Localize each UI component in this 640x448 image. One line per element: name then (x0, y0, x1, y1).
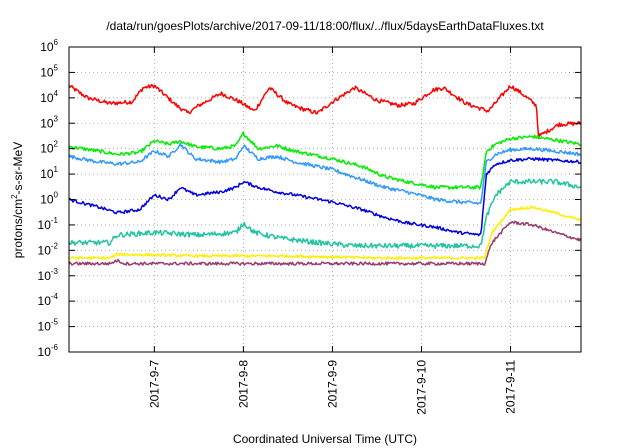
y-tick-label: 102 (40, 140, 58, 156)
flux-series-line (68, 131, 582, 190)
y-tick-label: 105 (40, 63, 58, 79)
y-tick-label: 104 (40, 89, 58, 105)
y-tick-label: 10-2 (38, 241, 59, 257)
data-series (68, 83, 582, 266)
x-tick-label: 2017-9-7 (147, 360, 161, 408)
y-tick-label: 10-6 (38, 343, 59, 359)
y-tick-label: 101 (40, 165, 58, 181)
flux-series-line (68, 220, 582, 266)
grid-lines (69, 47, 581, 352)
chart-title: /data/run/goesPlots/archive/2017-09-11/1… (106, 19, 544, 33)
axis-ticks (69, 46, 581, 353)
y-tick-label: 100 (40, 191, 58, 207)
x-tick-label: 2017-9-8 (236, 360, 250, 408)
x-axis-title: Coordinated Universal Time (UTC) (233, 432, 417, 446)
flux-series-line (68, 142, 582, 205)
y-tick-label: 106 (40, 38, 58, 54)
x-tick-label: 2017-9-11 (504, 360, 518, 414)
x-tick-label: 2017-9-10 (414, 360, 428, 415)
y-axis-title-sup: 2 (10, 194, 19, 199)
flux-series-line (68, 178, 582, 250)
y-axis-title-pre: protons/cm (11, 199, 25, 258)
y-tick-label: 10-5 (38, 318, 59, 334)
y-tick-label: 10-3 (38, 267, 59, 283)
y-axis-title: protons/cm2-s-sr-MeV (10, 142, 25, 258)
flux-series-line (68, 156, 582, 237)
flux-series-line (68, 205, 582, 260)
y-tick-labels: 10-6 10-5 10-4 10-3 10-2 10-1 100 101 102 103 104 1… (38, 38, 59, 359)
y-axis-title-post: -s-sr-MeV (11, 142, 25, 195)
flux-series-line (68, 83, 582, 140)
x-tick-label: 2017-9-9 (325, 360, 339, 408)
y-tick-label: 10-4 (38, 292, 59, 308)
y-tick-label: 103 (40, 114, 58, 130)
x-tick-labels: 2017-9-7 2017-9-8 2017-9-9 2017-9-10 2017-9-… (147, 360, 517, 415)
y-tick-label: 10-1 (38, 216, 59, 232)
